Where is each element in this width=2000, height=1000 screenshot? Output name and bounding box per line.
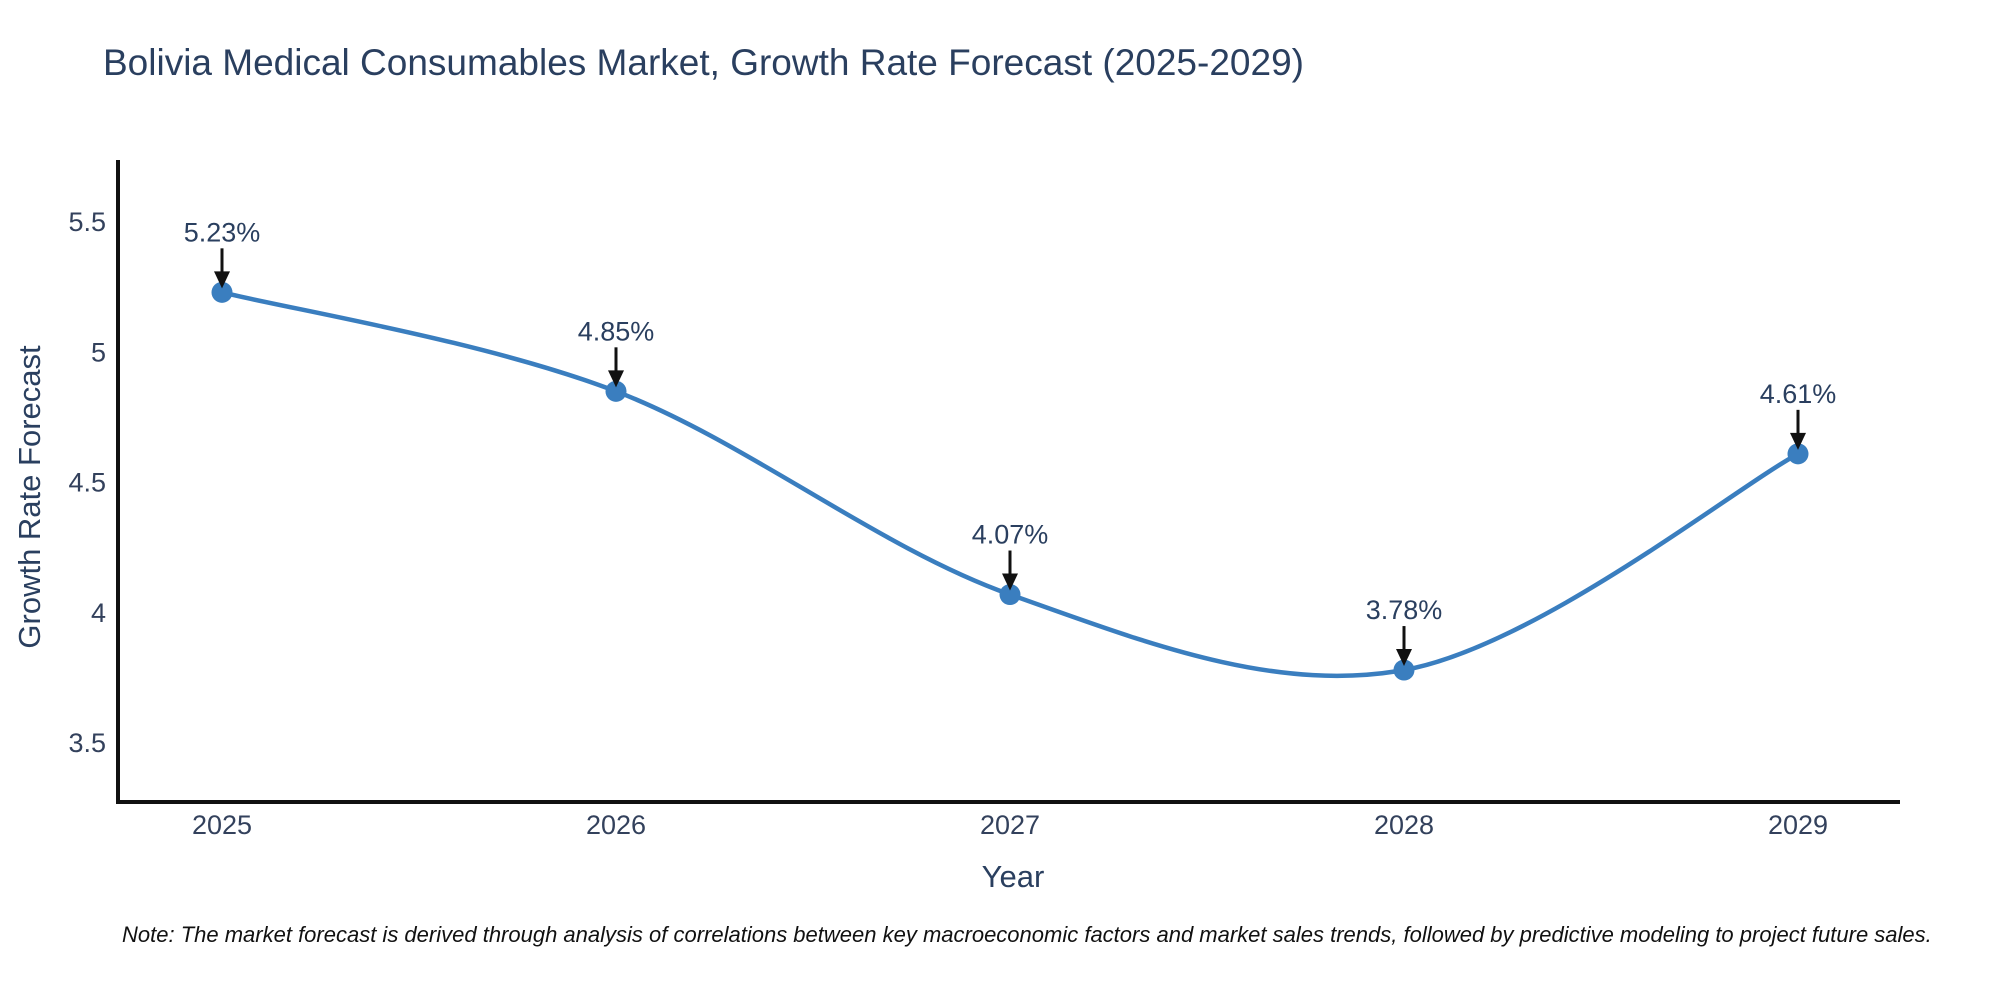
annotation-label: 3.78% — [1366, 595, 1443, 625]
annotation-arrowhead-icon — [1396, 649, 1412, 667]
y-axis-title: Growth Rate Forecast — [12, 345, 47, 649]
annotation-label: 5.23% — [184, 217, 261, 247]
y-tick-label: 3.5 — [68, 728, 106, 758]
annotation-arrowhead-icon — [1002, 573, 1018, 591]
x-tick-label: 2025 — [192, 810, 252, 840]
data-point-marker[interactable] — [999, 584, 1021, 606]
data-point-marker[interactable] — [605, 380, 627, 402]
y-tick-label: 5 — [91, 337, 106, 367]
data-point-marker[interactable] — [1787, 443, 1809, 465]
chart-footnote: Note: The market forecast is derived thr… — [122, 922, 1932, 947]
annotation-arrowhead-icon — [214, 271, 230, 289]
data-point-marker[interactable] — [1393, 659, 1415, 681]
chart-title: Bolivia Medical Consumables Market, Grow… — [103, 42, 1304, 83]
x-tick-label: 2028 — [1374, 810, 1434, 840]
y-tick-label: 4 — [91, 598, 106, 628]
annotation-arrowhead-icon — [1790, 432, 1806, 450]
x-tick-label: 2027 — [980, 810, 1040, 840]
annotation-label: 4.61% — [1760, 379, 1837, 409]
annotation-label: 4.85% — [578, 316, 655, 346]
data-point-marker[interactable] — [211, 281, 233, 303]
x-tick-label: 2026 — [586, 810, 646, 840]
trend-line — [219, 290, 1801, 679]
x-tick-label: 2029 — [1768, 810, 1828, 840]
y-tick-label: 5.5 — [68, 207, 106, 237]
y-tick-label: 4.5 — [68, 468, 106, 498]
x-axis-title: Year — [981, 859, 1045, 894]
annotation-label: 4.07% — [972, 520, 1049, 550]
annotation-arrowhead-icon — [608, 370, 624, 388]
